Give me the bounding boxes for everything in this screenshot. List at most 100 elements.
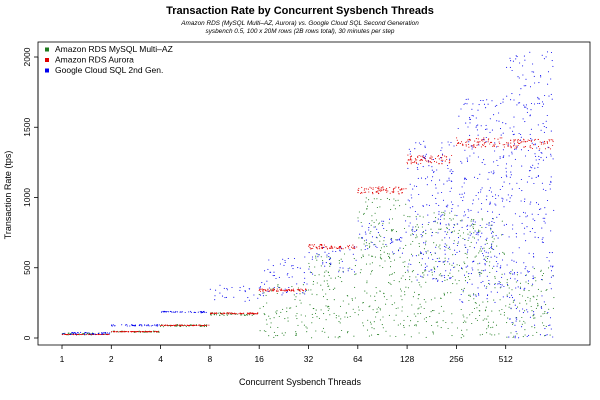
point-cloud-sql [478, 144, 480, 146]
point-rds-mysql [477, 231, 479, 233]
point-cloud-sql [499, 128, 502, 130]
point-aurora [465, 144, 467, 146]
point-rds-mysql [459, 220, 461, 222]
point-cloud-sql [471, 267, 473, 269]
point-cloud-sql [457, 241, 459, 243]
point-cloud-sql [172, 311, 174, 313]
point-cloud-sql [423, 140, 425, 142]
point-cloud-sql [477, 211, 479, 213]
point-cloud-sql [415, 255, 417, 257]
point-aurora [449, 161, 451, 163]
point-aurora [80, 333, 82, 335]
point-cloud-sql [537, 174, 539, 177]
point-rds-mysql [223, 314, 225, 317]
point-aurora [326, 246, 328, 248]
point-cloud-sql [469, 116, 471, 119]
point-aurora [223, 312, 226, 314]
point-cloud-sql [550, 155, 552, 157]
point-cloud-sql [407, 167, 409, 169]
point-rds-mysql [328, 305, 330, 308]
point-cloud-sql [460, 160, 462, 162]
point-aurora [127, 331, 129, 333]
point-rds-mysql [363, 243, 365, 245]
point-rds-mysql [403, 227, 406, 230]
point-cloud-sql [511, 294, 513, 296]
point-rds-mysql [474, 302, 476, 304]
point-rds-mysql [379, 256, 381, 258]
point-rds-mysql [488, 247, 490, 250]
point-cloud-sql [540, 151, 542, 154]
point-cloud-sql [470, 209, 472, 211]
point-rds-mysql [409, 216, 411, 218]
point-rds-mysql [486, 332, 488, 334]
point-aurora [456, 137, 458, 139]
point-rds-mysql [316, 282, 318, 284]
point-aurora [507, 145, 509, 147]
point-cloud-sql [500, 265, 502, 267]
point-cloud-sql [412, 230, 414, 232]
point-rds-mysql [382, 327, 384, 329]
point-aurora [552, 139, 554, 141]
point-aurora [326, 248, 329, 250]
point-aurora [510, 139, 512, 141]
point-rds-mysql [303, 292, 305, 294]
point-cloud-sql [377, 232, 379, 234]
point-cloud-sql [161, 311, 163, 313]
point-cloud-sql [257, 297, 259, 299]
point-rds-mysql [364, 240, 366, 242]
point-cloud-sql [546, 256, 548, 259]
point-rds-mysql [479, 314, 481, 317]
point-aurora [273, 289, 275, 291]
scatter-points [61, 51, 555, 339]
point-cloud-sql [505, 163, 508, 165]
point-cloud-sql [520, 200, 522, 202]
point-cloud-sql [546, 199, 549, 202]
point-rds-mysql [529, 298, 531, 300]
point-rds-mysql [407, 271, 409, 273]
point-cloud-sql [459, 299, 461, 301]
point-cloud-sql [424, 146, 426, 149]
point-aurora [468, 143, 470, 145]
point-aurora [170, 325, 172, 327]
point-cloud-sql [496, 104, 498, 106]
point-rds-mysql [481, 226, 483, 228]
point-rds-mysql [341, 281, 343, 283]
point-cloud-sql [478, 104, 480, 106]
point-cloud-sql [432, 176, 434, 178]
point-cloud-sql [493, 161, 495, 163]
point-aurora [363, 189, 365, 191]
point-cloud-sql [412, 188, 414, 190]
point-rds-mysql [540, 269, 542, 271]
point-rds-mysql [300, 302, 302, 304]
point-cloud-sql [534, 143, 536, 145]
point-aurora [487, 141, 489, 143]
point-aurora [288, 289, 290, 291]
point-cloud-sql [527, 280, 530, 282]
point-rds-mysql [370, 224, 372, 226]
point-rds-mysql [529, 300, 531, 302]
point-aurora [311, 244, 313, 246]
point-cloud-sql [551, 98, 553, 100]
point-cloud-sql [475, 194, 477, 197]
point-aurora [88, 333, 90, 335]
point-aurora [318, 245, 320, 248]
point-cloud-sql [296, 292, 298, 295]
point-rds-mysql [454, 266, 456, 268]
point-rds-mysql [436, 222, 438, 224]
point-cloud-sql [505, 167, 507, 169]
point-cloud-sql [502, 149, 504, 151]
point-aurora [380, 189, 382, 191]
point-cloud-sql [469, 122, 471, 124]
point-aurora [537, 138, 539, 140]
point-cloud-sql [549, 317, 552, 319]
point-cloud-sql [509, 197, 511, 199]
point-rds-mysql [532, 315, 534, 317]
point-cloud-sql [383, 237, 385, 239]
point-aurora [319, 248, 321, 250]
point-rds-mysql [376, 292, 378, 294]
point-rds-mysql [385, 303, 387, 305]
point-aurora [85, 334, 87, 336]
point-aurora [72, 334, 74, 336]
point-rds-mysql [519, 282, 522, 284]
x-tick-label: 32 [304, 354, 314, 364]
